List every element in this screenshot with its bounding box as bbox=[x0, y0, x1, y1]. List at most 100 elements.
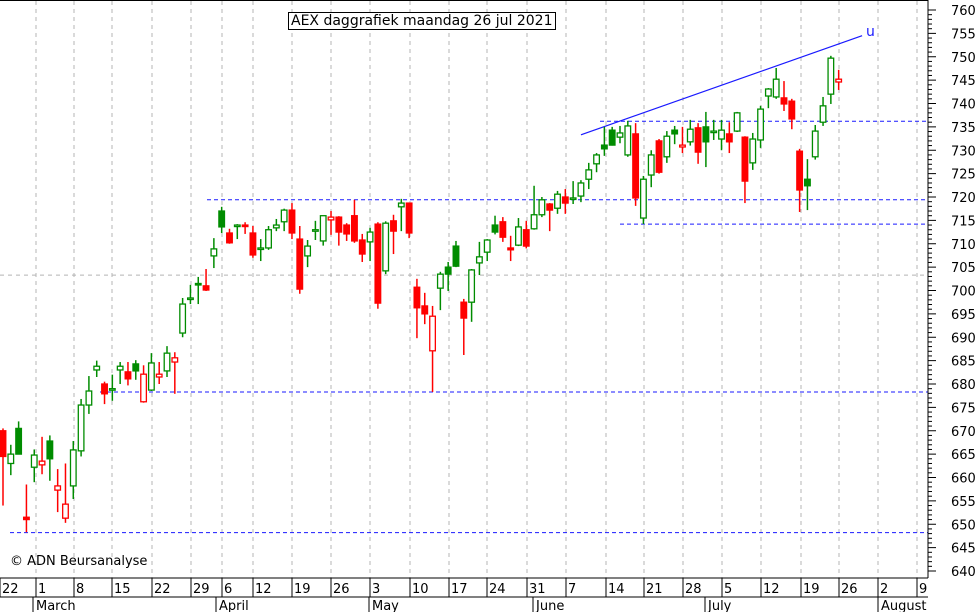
candle-body bbox=[577, 182, 585, 197]
candle-body bbox=[272, 224, 280, 229]
x-day-label: 17 bbox=[451, 582, 468, 597]
candle-body bbox=[554, 193, 561, 209]
y-tick-label: 705 bbox=[951, 261, 976, 276]
x-day-label: 19 bbox=[294, 582, 311, 597]
candle-body bbox=[491, 224, 499, 233]
candle-body bbox=[647, 154, 655, 176]
candle-body bbox=[233, 224, 241, 228]
candle-body bbox=[694, 127, 702, 153]
candle-body bbox=[241, 224, 249, 228]
candle-body bbox=[616, 132, 624, 138]
y-tick-label: 695 bbox=[951, 308, 976, 323]
x-day-label: 29 bbox=[193, 582, 210, 597]
candle-body bbox=[749, 138, 757, 164]
candle-body bbox=[194, 282, 202, 286]
x-day-label: 26 bbox=[841, 582, 858, 597]
candle-body bbox=[22, 516, 30, 521]
candle-body bbox=[382, 222, 390, 272]
y-tick-label: 715 bbox=[951, 214, 976, 229]
candle-body bbox=[710, 130, 718, 134]
candle-body bbox=[686, 128, 694, 143]
candle-body bbox=[764, 88, 772, 97]
candle-body bbox=[819, 105, 827, 123]
y-tick-label: 720 bbox=[951, 191, 976, 206]
candle-body bbox=[38, 460, 46, 466]
candle-body bbox=[569, 197, 577, 201]
candle-body bbox=[358, 239, 366, 255]
candle-body bbox=[741, 136, 749, 182]
candle-body bbox=[210, 248, 218, 257]
trendline-label: u bbox=[866, 24, 875, 40]
candle-body bbox=[460, 301, 468, 319]
y-tick-label: 660 bbox=[951, 472, 976, 487]
x-day-label: 10 bbox=[412, 582, 429, 597]
candle-body bbox=[444, 266, 452, 275]
x-day-label: 12 bbox=[255, 582, 272, 597]
candle-body bbox=[350, 215, 358, 242]
x-day-label: 3 bbox=[372, 582, 380, 597]
candle-body bbox=[671, 129, 679, 135]
candle-body bbox=[311, 229, 319, 232]
candle-body bbox=[827, 57, 835, 95]
x-day-label: 5 bbox=[724, 582, 732, 597]
y-tick-label: 740 bbox=[951, 98, 976, 113]
candle-body bbox=[280, 209, 288, 223]
candle-body bbox=[788, 100, 796, 120]
candle-body bbox=[171, 357, 179, 363]
x-month-label: March bbox=[36, 599, 76, 612]
y-tick-label: 665 bbox=[951, 448, 976, 463]
y-tick-label: 645 bbox=[951, 542, 976, 557]
x-month-label: August bbox=[881, 599, 927, 612]
x-day-label: 28 bbox=[685, 582, 702, 597]
y-tick-label: 685 bbox=[951, 355, 976, 370]
y-tick-label: 655 bbox=[951, 495, 976, 510]
candle-body bbox=[413, 286, 421, 309]
candle-body bbox=[335, 216, 343, 233]
y-tick-label: 730 bbox=[951, 144, 976, 159]
x-day-label: 14 bbox=[608, 582, 625, 597]
candle-body bbox=[632, 133, 640, 199]
candle-body bbox=[702, 126, 710, 143]
candle-body bbox=[327, 216, 335, 221]
chart-title: AEX daggrafiek maandag 26 jul 2021 bbox=[288, 12, 556, 30]
candle-body bbox=[0, 430, 7, 458]
candle-body bbox=[499, 221, 507, 238]
candle-body bbox=[803, 178, 811, 187]
x-day-label: 24 bbox=[489, 582, 506, 597]
candle-body bbox=[101, 383, 108, 395]
candle-body bbox=[140, 373, 148, 403]
candle-body bbox=[421, 305, 429, 315]
candle-body bbox=[561, 196, 569, 204]
candle-body bbox=[30, 454, 38, 468]
y-tick-label: 640 bbox=[951, 565, 976, 580]
copyright-text: © ADN Beursanalyse bbox=[10, 554, 148, 569]
candle-body bbox=[163, 352, 171, 372]
candle-body bbox=[226, 232, 233, 244]
candle-body bbox=[77, 404, 85, 452]
candle-body bbox=[54, 485, 62, 491]
y-tick-label: 650 bbox=[951, 518, 976, 533]
x-day-label: 8 bbox=[76, 582, 84, 597]
candle-body bbox=[124, 371, 132, 380]
x-day-label: 19 bbox=[803, 582, 820, 597]
candle-body bbox=[655, 140, 663, 173]
candle-body bbox=[397, 202, 405, 208]
candle-body bbox=[772, 78, 780, 98]
candle-body bbox=[468, 269, 476, 303]
y-tick-label: 690 bbox=[951, 331, 976, 346]
y-tick-label: 700 bbox=[951, 285, 976, 300]
x-day-label: 12 bbox=[763, 582, 780, 597]
candle-body bbox=[108, 388, 116, 391]
candle-body bbox=[663, 135, 671, 158]
candle-body bbox=[600, 144, 608, 150]
candle-body bbox=[639, 178, 647, 219]
x-day-label: 31 bbox=[529, 582, 546, 597]
candle-body bbox=[718, 129, 725, 140]
candle-body bbox=[186, 297, 194, 301]
candle-body bbox=[507, 247, 515, 251]
x-day-label: 22 bbox=[154, 582, 171, 597]
candle-body bbox=[452, 245, 460, 267]
y-tick-label: 675 bbox=[951, 401, 976, 416]
y-tick-label: 710 bbox=[951, 238, 976, 253]
